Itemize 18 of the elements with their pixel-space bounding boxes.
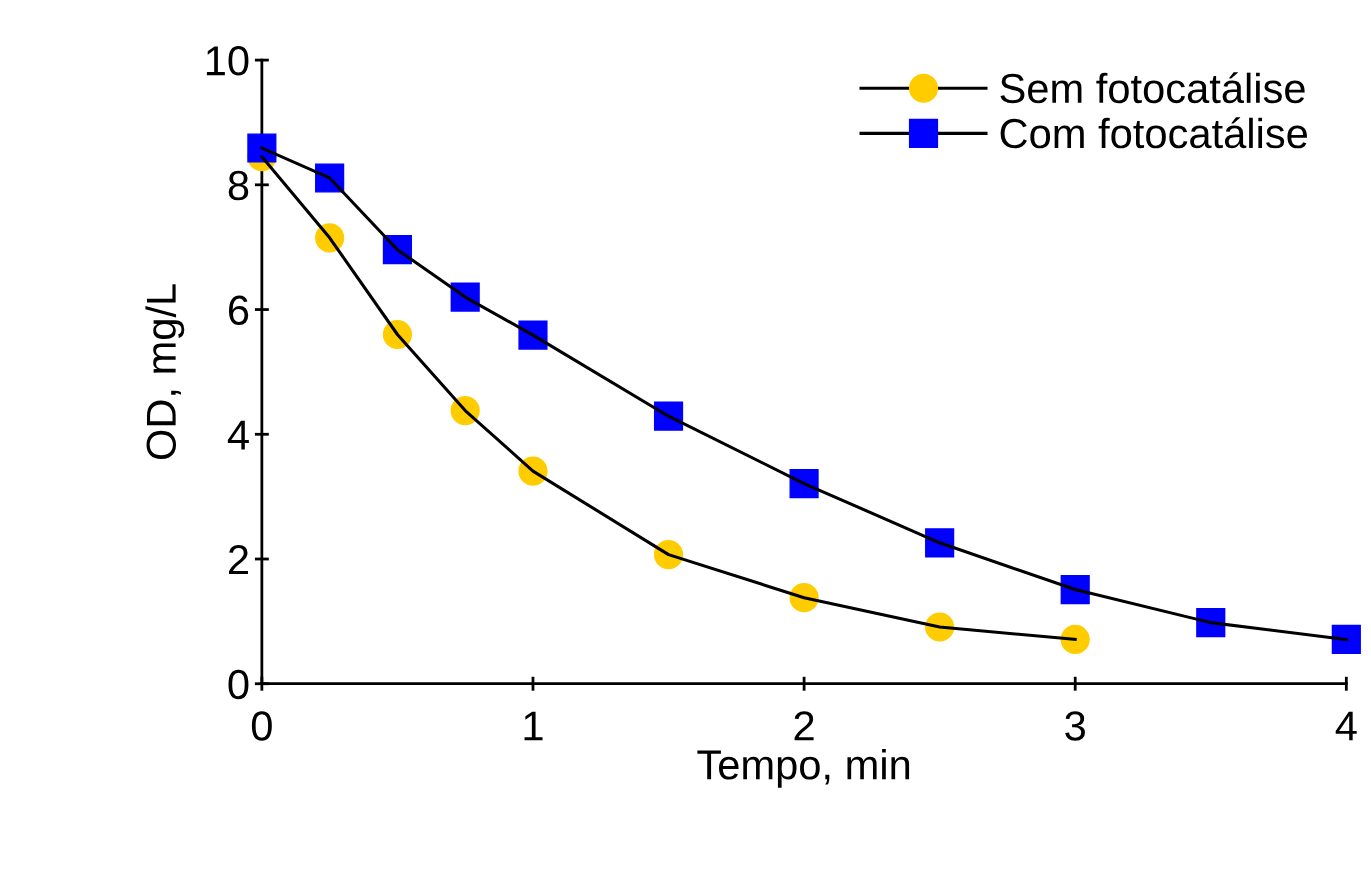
legend-label: Com fotocatálise xyxy=(1000,117,1307,149)
x-axis-title: Tempo, min xyxy=(697,748,910,788)
y-axis-title: OD, mg/L xyxy=(145,284,185,460)
y-tick-label: 2 xyxy=(228,545,248,575)
y-tick-label: 4 xyxy=(227,420,249,450)
x-tick-label: 2 xyxy=(794,711,814,741)
y-tick-label: 0 xyxy=(228,669,249,700)
point xyxy=(1331,624,1361,655)
legend-label: Sem fotocatálise xyxy=(1000,72,1305,104)
y-tick-label: 6 xyxy=(229,295,249,326)
x-tick-label: 3 xyxy=(1065,711,1085,741)
y-tick-label: 8 xyxy=(228,170,249,201)
x-tick-label: 4 xyxy=(1335,711,1357,741)
point xyxy=(247,133,277,163)
x-tick-label: 0 xyxy=(251,711,272,741)
point xyxy=(1060,624,1090,655)
x-tick-label: 1 xyxy=(524,711,543,741)
y-tick-label: 10 xyxy=(206,46,249,76)
